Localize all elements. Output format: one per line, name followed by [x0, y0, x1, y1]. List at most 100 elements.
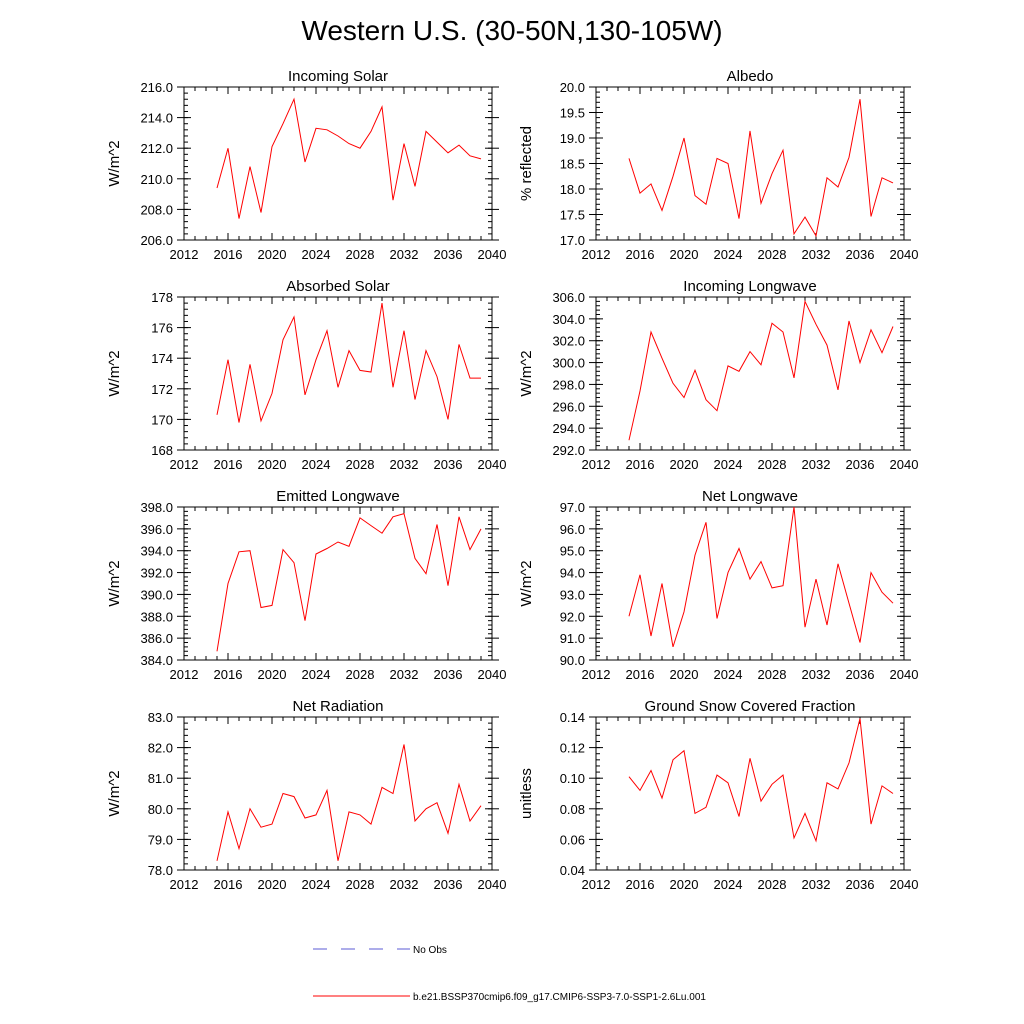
albedo-ytick-label: 20.0 [560, 80, 585, 95]
emitted-longwave-ytick-label: 398.0 [140, 500, 173, 515]
absorbed-solar-ytick-label: 174 [151, 351, 173, 366]
incoming-solar-xtick-label: 2016 [214, 247, 243, 262]
net-longwave-ylabel: W/m^2 [518, 560, 535, 606]
emitted-longwave-xtick-label: 2028 [346, 667, 375, 682]
emitted-longwave-xtick-label: 2024 [302, 667, 331, 682]
incoming-solar-title: Incoming Solar [288, 68, 388, 85]
incoming-solar-ytick-label: 214.0 [140, 111, 173, 126]
net-longwave-ytick-label: 93.0 [560, 587, 585, 602]
albedo-xtick-label: 2036 [846, 247, 875, 262]
net-longwave-xtick-label: 2024 [714, 667, 743, 682]
albedo-ytick-label: 18.0 [560, 182, 585, 197]
emitted-longwave-ytick-label: 388.0 [140, 609, 173, 624]
net-radiation-ylabel: W/m^2 [106, 770, 123, 816]
albedo-xtick-label: 2016 [626, 247, 655, 262]
ground-snow-covered-fraction-ytick-label: 0.08 [560, 802, 585, 817]
net-longwave-ytick-label: 97.0 [560, 500, 585, 515]
net-longwave-xtick-label: 2036 [846, 667, 875, 682]
net-longwave-frame [595, 506, 905, 661]
incoming-longwave-ytick-label: 296.0 [552, 399, 585, 414]
incoming-longwave-xtick-label: 2016 [626, 457, 655, 472]
absorbed-solar-ytick-label: 176 [151, 321, 173, 336]
ground-snow-covered-fraction-ytick-label: 0.10 [560, 771, 585, 786]
absorbed-solar-ytick-label: 170 [151, 412, 173, 427]
emitted-longwave-xtick-label: 2040 [478, 667, 507, 682]
albedo-ylabel: % reflected [518, 126, 535, 201]
albedo-series-line [628, 99, 894, 238]
incoming-solar-ytick-label: 208.0 [140, 202, 173, 217]
ground-snow-covered-fraction-ytick-label: 0.14 [560, 710, 585, 725]
incoming-longwave-ytick-label: 300.0 [552, 356, 585, 371]
incoming-longwave-frame [595, 296, 905, 451]
incoming-solar-series-line [216, 97, 482, 219]
incoming-longwave-xtick-label: 2028 [758, 457, 787, 472]
incoming-longwave-ytick-label: 292.0 [552, 443, 585, 458]
net-longwave-panel: Net Longwave W/m^2 2012 2016 2020 2024 2028 203… [518, 488, 918, 682]
net-radiation-frame [183, 716, 493, 871]
ground-snow-covered-fraction-panel: Ground Snow Covered Fraction unitless 2012… [518, 698, 918, 892]
incoming-longwave-xtick-label: 2012 [582, 457, 611, 472]
incoming-solar-ytick-label: 210.0 [140, 172, 173, 187]
net-radiation-xtick-label: 2032 [390, 877, 419, 892]
ground-snow-covered-fraction-xtick-label: 2016 [626, 877, 655, 892]
albedo-panel: Albedo % reflected 2012 2016 2020 2024 2028 203… [518, 68, 918, 262]
albedo-ytick-label: 18.5 [560, 157, 585, 172]
ground-snow-covered-fraction-xtick-label: 2020 [670, 877, 699, 892]
ground-snow-covered-fraction-ytick-label: 0.04 [560, 863, 585, 878]
net-radiation-ytick-label: 79.0 [148, 832, 173, 847]
incoming-solar-xtick-label: 2012 [170, 247, 199, 262]
albedo-ytick-label: 17.0 [560, 233, 585, 248]
ground-snow-covered-fraction-ytick-label: 0.06 [560, 832, 585, 847]
net-radiation-xtick-label: 2020 [258, 877, 287, 892]
net-longwave-series-line [628, 506, 894, 648]
ground-snow-covered-fraction-ytick-label: 0.12 [560, 741, 585, 756]
emitted-longwave-ytick-label: 390.0 [140, 587, 173, 602]
albedo-xtick-label: 2040 [890, 247, 919, 262]
emitted-longwave-ytick-label: 384.0 [140, 653, 173, 668]
incoming-longwave-xtick-label: 2036 [846, 457, 875, 472]
absorbed-solar-ytick-label: 168 [151, 443, 173, 458]
emitted-longwave-ytick-label: 386.0 [140, 631, 173, 646]
incoming-solar-xtick-label: 2040 [478, 247, 507, 262]
ground-snow-covered-fraction-xtick-label: 2036 [846, 877, 875, 892]
net-longwave-xtick-label: 2040 [890, 667, 919, 682]
net-longwave-title: Net Longwave [702, 488, 798, 505]
ground-snow-covered-fraction-xtick-label: 2028 [758, 877, 787, 892]
net-longwave-ytick-label: 95.0 [560, 544, 585, 559]
emitted-longwave-frame [183, 506, 493, 661]
emitted-longwave-series-line [216, 512, 482, 652]
emitted-longwave-xtick-label: 2020 [258, 667, 287, 682]
incoming-solar-xtick-label: 2020 [258, 247, 287, 262]
albedo-xtick-label: 2012 [582, 247, 611, 262]
incoming-longwave-xtick-label: 2032 [802, 457, 831, 472]
absorbed-solar-xtick-label: 2024 [302, 457, 331, 472]
incoming-solar-xtick-label: 2032 [390, 247, 419, 262]
emitted-longwave-xtick-label: 2036 [434, 667, 463, 682]
absorbed-solar-title: Absorbed Solar [286, 278, 389, 295]
emitted-longwave-xtick-label: 2016 [214, 667, 243, 682]
net-longwave-ytick-label: 92.0 [560, 609, 585, 624]
emitted-longwave-ytick-label: 394.0 [140, 544, 173, 559]
absorbed-solar-panel: Absorbed Solar W/m^2 2012 2016 2020 2024 2028 2… [106, 278, 506, 472]
net-radiation-xtick-label: 2012 [170, 877, 199, 892]
net-radiation-ytick-label: 82.0 [148, 741, 173, 756]
incoming-solar-xtick-label: 2036 [434, 247, 463, 262]
ground-snow-covered-fraction-xtick-label: 2040 [890, 877, 919, 892]
ground-snow-covered-fraction-xtick-label: 2012 [582, 877, 611, 892]
incoming-longwave-ytick-label: 298.0 [552, 377, 585, 392]
net-longwave-ytick-label: 90.0 [560, 653, 585, 668]
net-radiation-ytick-label: 80.0 [148, 802, 173, 817]
ground-snow-covered-fraction-ylabel: unitless [518, 768, 535, 819]
albedo-ytick-label: 19.5 [560, 106, 585, 121]
absorbed-solar-xtick-label: 2012 [170, 457, 199, 472]
net-longwave-ytick-label: 94.0 [560, 566, 585, 581]
panels-group: Incoming Solar W/m^2 2012 2016 2020 2024 2028 2… [106, 68, 918, 892]
absorbed-solar-xtick-label: 2028 [346, 457, 375, 472]
absorbed-solar-xtick-label: 2036 [434, 457, 463, 472]
emitted-longwave-xtick-label: 2012 [170, 667, 199, 682]
incoming-longwave-ytick-label: 304.0 [552, 312, 585, 327]
net-longwave-xtick-label: 2032 [802, 667, 831, 682]
incoming-longwave-series-line [628, 299, 894, 441]
ground-snow-covered-fraction-series-line [628, 718, 894, 843]
